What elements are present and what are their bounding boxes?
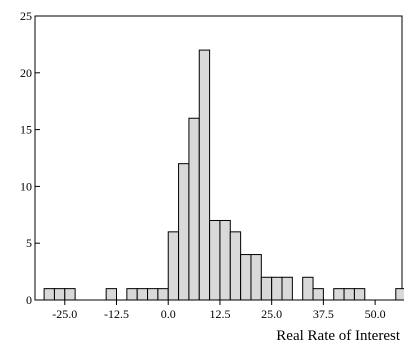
histogram-bar	[219, 219, 231, 301]
histogram-bar	[333, 288, 345, 301]
histogram-bar	[343, 288, 355, 301]
histogram-bar	[198, 49, 211, 301]
y-tick-label: 0	[26, 293, 32, 307]
x-tick-label: 25.0	[261, 307, 282, 321]
histogram-bar	[209, 219, 221, 301]
histogram-bar	[43, 288, 55, 301]
histogram-bar	[229, 231, 242, 301]
histogram-bar	[105, 288, 118, 301]
histogram-bar	[64, 288, 76, 301]
histogram-bar	[157, 288, 169, 301]
histogram-bar	[395, 288, 404, 301]
histogram-bar	[353, 288, 366, 301]
x-tick-label: -25.0	[52, 307, 77, 321]
x-tick-label: 50.0	[365, 307, 386, 321]
histogram-bar	[281, 276, 293, 301]
x-axis-title: Real Rate of Interest	[276, 328, 401, 344]
histogram-bar	[178, 163, 190, 301]
bars-group	[43, 49, 404, 301]
x-tick-label: -12.5	[104, 307, 129, 321]
histogram-bar	[260, 276, 273, 301]
x-tick-label: 37.5	[313, 307, 334, 321]
y-tick-label: 10	[20, 179, 32, 193]
histogram-bar	[167, 231, 180, 301]
y-tick-label: 20	[20, 66, 32, 80]
histogram-bar	[136, 288, 149, 301]
y-tick-label: 15	[20, 123, 32, 137]
histogram-bar	[53, 288, 66, 301]
x-tick-label: 12.5	[209, 307, 230, 321]
histogram-bar	[126, 288, 138, 301]
x-tick-label: 0.0	[161, 307, 176, 321]
x-ticks-group: -25.0 -12.5 0.0 12.5 25.0 37.5 50.0	[52, 300, 386, 321]
histogram-bar	[271, 276, 283, 301]
histogram-bar	[240, 254, 252, 301]
histogram-bar	[250, 254, 262, 301]
y-ticks-group: 0 5 10 15 20 25	[20, 9, 40, 307]
y-tick-label: 25	[20, 9, 32, 23]
histogram-bar	[312, 288, 324, 301]
histogram-bar	[147, 288, 159, 301]
histogram-bar	[302, 276, 314, 301]
y-tick-label: 5	[26, 236, 32, 250]
histogram-bar	[188, 117, 200, 301]
